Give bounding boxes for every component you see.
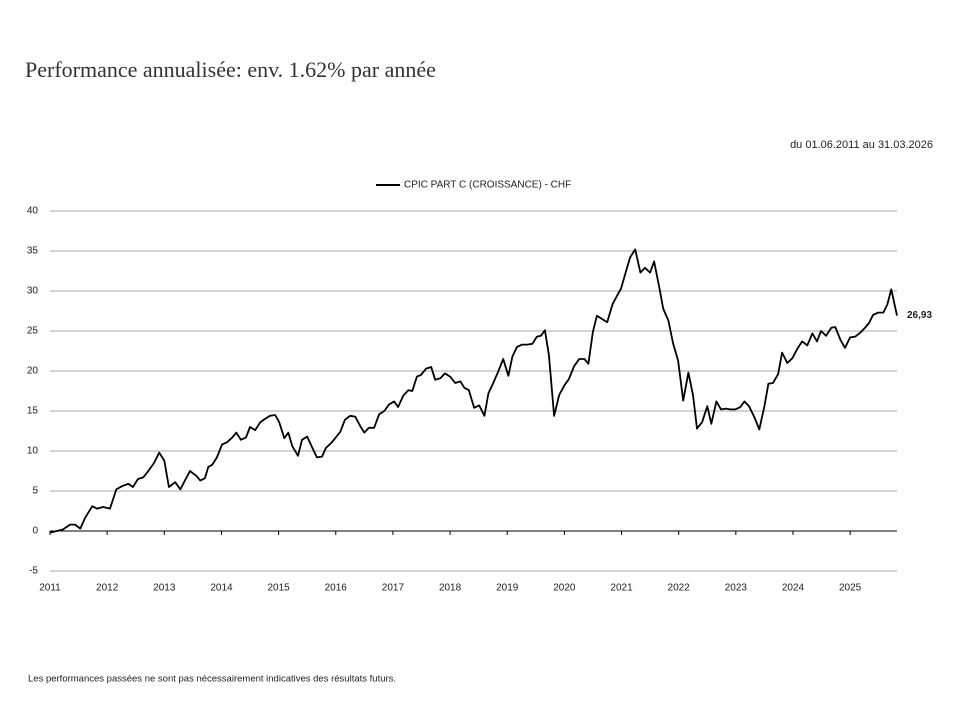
x-tick-label: 2024 <box>782 583 805 594</box>
x-tick-label: 2011 <box>39 583 61 594</box>
y-tick-label: 0 <box>32 526 38 537</box>
x-tick-label: 2017 <box>382 583 405 594</box>
subtitle: du 01.06.2011 au 31.03.2026 <box>790 139 933 151</box>
x-tick-label: 2014 <box>210 583 233 594</box>
x-tick-label: 2022 <box>668 583 691 594</box>
y-tick-label: 40 <box>27 206 39 217</box>
y-tick-label: 10 <box>27 446 39 457</box>
y-tick-label: 30 <box>27 286 39 297</box>
legend-label: CPIC PART C (CROISSANCE) - CHF <box>404 180 571 191</box>
end-value-label: 26,93 <box>907 310 932 321</box>
chart-title: Performance annualisée: env. 1.62% par a… <box>25 57 436 82</box>
y-tick-label: 15 <box>27 406 39 417</box>
y-tick-label: 35 <box>27 246 39 257</box>
y-tick-label: 20 <box>27 366 39 377</box>
x-tick-label: 2019 <box>496 583 519 594</box>
x-tick-label: 2015 <box>267 583 290 594</box>
x-tick-label: 2023 <box>725 583 748 594</box>
x-tick-label: 2025 <box>839 583 862 594</box>
line-series <box>49 248 898 534</box>
footnote: Les performances passées ne sont pas néc… <box>28 674 396 685</box>
x-tick-label: 2018 <box>439 583 462 594</box>
y-tick-label: 25 <box>27 326 39 337</box>
x-tick-label: 2020 <box>553 583 576 594</box>
x-tick-label: 2013 <box>153 583 176 594</box>
y-tick-label: -5 <box>29 566 38 577</box>
x-tick-label: 2012 <box>96 583 119 594</box>
x-tick-label: 2021 <box>610 583 633 594</box>
y-tick-label: 5 <box>32 486 38 497</box>
x-tick-label: 2016 <box>325 583 348 594</box>
